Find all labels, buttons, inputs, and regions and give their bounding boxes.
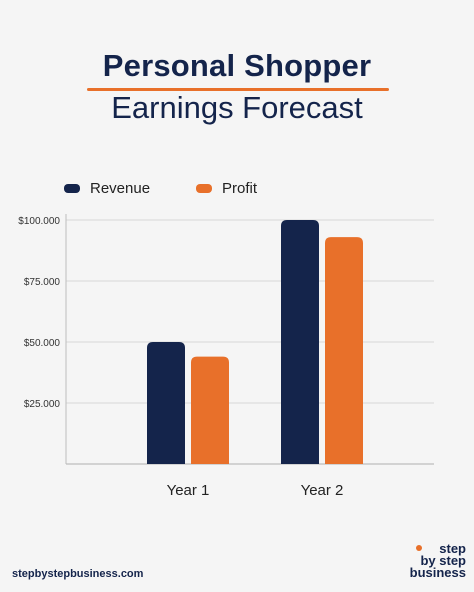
x-tick-label: Year 1 <box>167 482 210 499</box>
logo-dot-icon <box>416 545 422 551</box>
bar-profit-year-2 <box>325 237 363 464</box>
y-tick-label: $25.000 <box>24 399 61 410</box>
y-tick-label: $75.000 <box>24 277 61 288</box>
bar-revenue-year-1 <box>147 342 185 464</box>
legend-item-revenue: Revenue <box>64 180 150 197</box>
logo-line-bystep: by step <box>420 553 466 568</box>
chart-title-line2: Earnings Forecast <box>111 90 363 125</box>
x-tick-label: Year 2 <box>301 482 344 499</box>
bar-revenue-year-2 <box>281 220 319 464</box>
legend-label-profit: Profit <box>222 180 258 197</box>
logo-line-business: business <box>409 565 466 580</box>
footer-url: stepbystepbusiness.com <box>12 568 144 580</box>
brand-logo: step by step business <box>404 542 466 582</box>
legend-swatch-revenue <box>64 184 80 193</box>
logo-line-step: step <box>439 541 466 556</box>
legend-label-revenue: Revenue <box>90 180 151 197</box>
legend-swatch-profit <box>196 184 212 193</box>
y-tick-label: $100.000 <box>18 216 60 227</box>
y-tick-label: $50.000 <box>24 338 61 349</box>
title-underline <box>87 88 389 91</box>
legend-item-profit: Profit <box>196 180 257 197</box>
bar-profit-year-1 <box>191 356 229 464</box>
chart-title-line1: Personal Shopper <box>102 48 372 83</box>
